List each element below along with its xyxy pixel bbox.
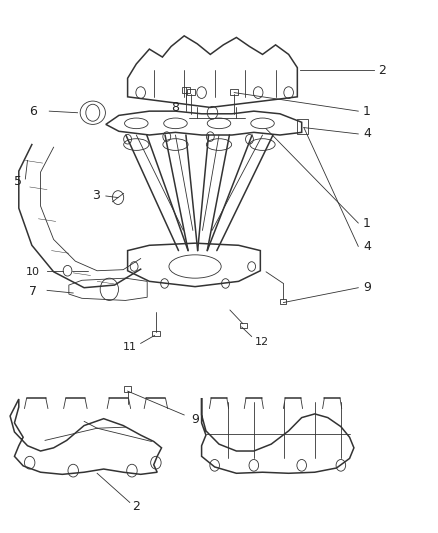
Bar bbox=[240, 322, 247, 328]
Text: 1: 1 bbox=[363, 216, 371, 230]
Text: 4: 4 bbox=[363, 240, 371, 253]
Text: 7: 7 bbox=[29, 285, 37, 298]
Text: 9: 9 bbox=[191, 413, 199, 426]
Bar bbox=[124, 386, 131, 392]
Text: 11: 11 bbox=[123, 342, 137, 352]
Bar bbox=[152, 331, 160, 336]
Text: 12: 12 bbox=[254, 337, 269, 347]
Text: 4: 4 bbox=[363, 127, 371, 140]
Text: 2: 2 bbox=[378, 64, 386, 77]
Text: 5: 5 bbox=[14, 175, 22, 188]
Text: 8: 8 bbox=[172, 101, 180, 114]
Text: 9: 9 bbox=[363, 281, 371, 294]
Text: 10: 10 bbox=[26, 267, 40, 277]
Text: 3: 3 bbox=[92, 189, 100, 203]
Text: 1: 1 bbox=[363, 104, 371, 118]
Bar bbox=[280, 299, 286, 304]
Text: 2: 2 bbox=[132, 499, 140, 513]
Bar bbox=[183, 87, 190, 93]
Bar bbox=[230, 90, 238, 95]
Text: 6: 6 bbox=[29, 104, 37, 118]
Bar bbox=[297, 119, 308, 134]
Bar bbox=[187, 90, 194, 95]
